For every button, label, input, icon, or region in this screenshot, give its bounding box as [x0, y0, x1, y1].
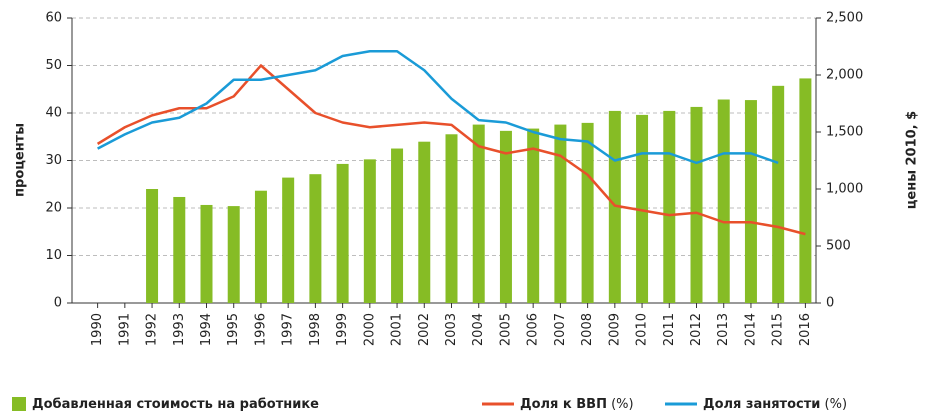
legend-swatch	[12, 397, 26, 411]
x-tick-label: 1990	[90, 313, 105, 346]
legend-name: Добавленная стоимость на работнике	[32, 397, 319, 412]
bar	[663, 110, 676, 303]
bar	[772, 85, 785, 303]
y2-tick-label: 500	[826, 239, 851, 254]
bar	[336, 163, 349, 303]
x-tick-label: 2001	[390, 313, 405, 346]
bar	[200, 204, 213, 303]
bar	[227, 206, 240, 303]
y-tick-label: 20	[45, 201, 62, 216]
x-tick-label: 1997	[281, 313, 296, 346]
bar	[717, 99, 730, 303]
y-tick-label: 10	[45, 248, 62, 263]
x-tick-label: 2012	[689, 313, 704, 346]
y-tick-label: 40	[45, 106, 62, 121]
y-axis-label: проценты	[13, 123, 28, 197]
bar	[581, 122, 594, 303]
x-tick-label: 2004	[471, 313, 486, 346]
x-tick-label: 1996	[253, 313, 268, 346]
bar	[744, 100, 757, 303]
x-tick-label: 2014	[743, 313, 758, 346]
x-tick-label: 2007	[553, 313, 568, 346]
x-tick-label: 1991	[117, 313, 132, 346]
bar	[690, 106, 703, 303]
bar	[636, 114, 649, 304]
x-tick-label: 1993	[172, 313, 187, 346]
x-tick-label: 2005	[498, 313, 513, 346]
legend-unit: (%)	[825, 397, 848, 412]
bar	[499, 130, 512, 303]
x-tick-label: 2013	[716, 313, 731, 346]
x-tick-label: 2003	[444, 313, 459, 346]
bar	[799, 78, 812, 303]
bar	[527, 128, 540, 303]
y2-tick-label: 1,500	[826, 125, 863, 140]
bar	[146, 189, 159, 303]
bar	[363, 159, 376, 303]
bar	[472, 124, 485, 303]
x-tick-label: 2011	[662, 313, 677, 346]
x-tick-label: 2010	[635, 313, 650, 346]
bar	[173, 196, 186, 303]
x-tick-label: 2009	[607, 313, 622, 346]
legend-name: Доля занятости	[703, 397, 820, 412]
x-tick-label: 2015	[771, 313, 786, 346]
y-tick-label: 50	[45, 58, 62, 73]
legend-label: Доля к ВВП (%)	[520, 397, 634, 412]
x-tick-label: 1995	[226, 313, 241, 346]
y2-axis-label: цены 2010, $	[905, 111, 920, 209]
bar	[418, 141, 431, 303]
bar	[445, 134, 458, 303]
bar	[554, 124, 567, 303]
y2-tick-label: 0	[826, 296, 834, 311]
x-tick-label: 2000	[362, 313, 377, 346]
y-tick-label: 60	[45, 11, 62, 26]
line	[96, 64, 806, 236]
x-tick-label: 1992	[145, 313, 160, 346]
y2-tick-label: 1,000	[826, 182, 863, 197]
bar	[282, 177, 295, 303]
y-tick-label: 30	[45, 153, 62, 168]
x-tick-label: 1999	[335, 313, 350, 346]
x-tick-label: 2008	[580, 313, 595, 346]
x-tick-label: 1994	[199, 313, 214, 346]
legend-name: Доля к ВВП	[520, 397, 607, 412]
bar	[391, 148, 404, 303]
bar	[309, 174, 322, 303]
x-tick-label: 2006	[526, 313, 541, 346]
line	[97, 50, 779, 165]
x-tick-label: 2002	[417, 313, 432, 346]
x-tick-label: 2016	[798, 313, 813, 346]
y2-tick-label: 2,000	[826, 68, 863, 83]
bar	[254, 190, 267, 303]
legend-label: Добавленная стоимость на работнике	[32, 397, 319, 412]
legend-unit: (%)	[611, 397, 634, 412]
y2-tick-label: 2,500	[826, 11, 863, 26]
x-tick-label: 1998	[308, 313, 323, 346]
legend-label: Доля занятости (%)	[703, 397, 847, 412]
y-tick-label: 0	[54, 296, 62, 311]
